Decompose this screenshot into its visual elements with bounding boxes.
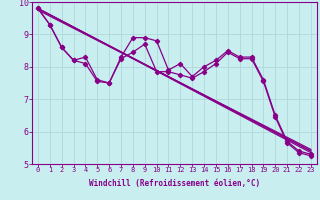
X-axis label: Windchill (Refroidissement éolien,°C): Windchill (Refroidissement éolien,°C): [89, 179, 260, 188]
